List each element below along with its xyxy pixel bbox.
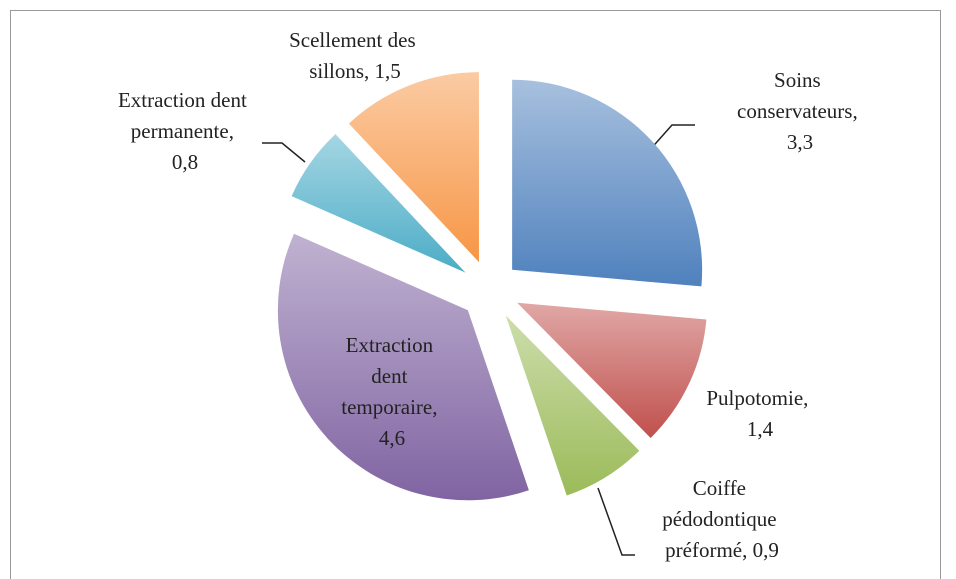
leader-line [597, 487, 635, 556]
data-label: Soins conservateurs, 3,3 [737, 68, 863, 154]
pie-slice [277, 233, 529, 501]
data-label: Extraction dent permanente, 0,8 [118, 88, 252, 174]
pie-slice [348, 72, 479, 263]
pie-slice [512, 79, 703, 287]
data-label: Scellement des sillons, 1,5 [289, 28, 421, 83]
pie-slice [517, 302, 707, 438]
data-label: Coiffe pédodontique préformé, 0,9 [662, 476, 782, 562]
pie-slice [505, 315, 640, 496]
pie-slice [291, 134, 466, 273]
data-label: Extraction dent temporaire, 4,6 [341, 333, 442, 450]
leader-line [262, 142, 306, 163]
data-label: Pulpotomie, 1,4 [706, 386, 813, 441]
leader-line [647, 124, 695, 153]
